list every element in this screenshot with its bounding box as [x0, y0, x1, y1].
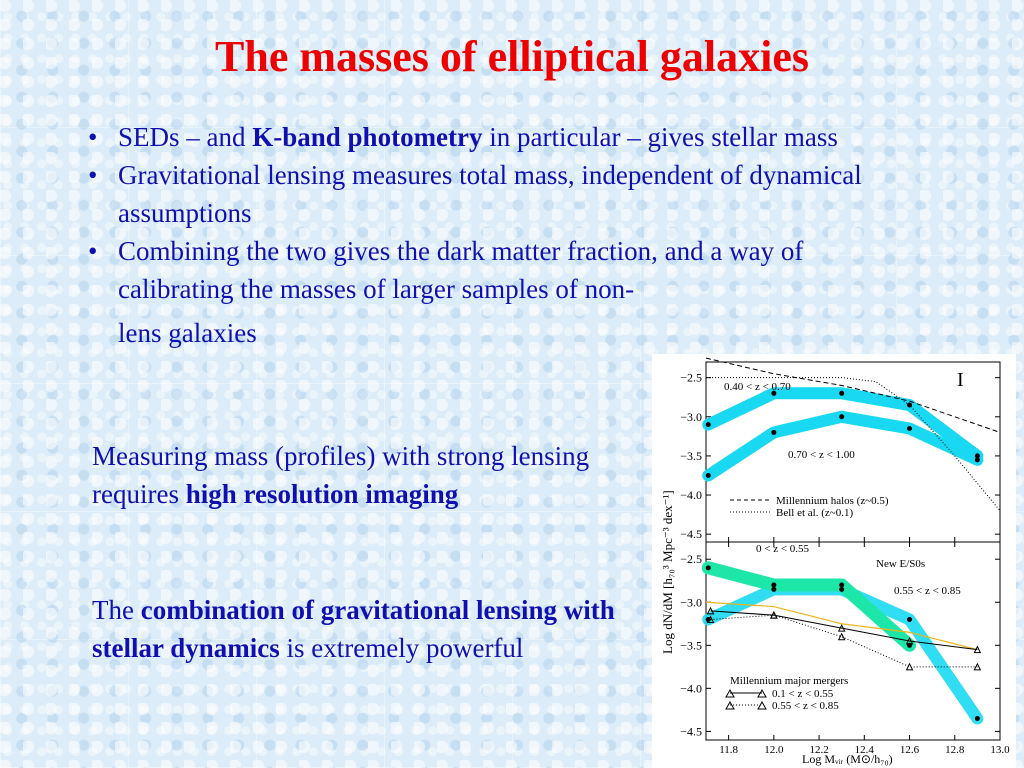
bottom-label-c: 0.55 < z < 0.85 — [894, 585, 961, 597]
triangle-point — [905, 662, 914, 671]
x-tick-label: 11.8 — [719, 744, 738, 756]
data-point — [839, 390, 845, 396]
x-tick-label: 12.8 — [945, 744, 965, 756]
data-point — [771, 429, 777, 435]
paragraph-bold-text: combination of gravitational lensing wit… — [92, 595, 615, 663]
triangle-point — [973, 645, 982, 654]
data-point — [705, 565, 711, 571]
paragraph-text: Measuring mass (profiles) with strong le… — [92, 441, 590, 509]
bullet-dot: • — [88, 236, 98, 266]
triangle-marker-icon — [725, 700, 767, 710]
y-tick-label: −4.0 — [680, 488, 702, 502]
bullet-text: in particular – gives stellar mass — [482, 122, 838, 152]
bullet-text: lens galaxies — [118, 318, 257, 348]
bullet-bold-text: K-band photometry — [252, 122, 483, 152]
bell-line — [706, 377, 1001, 512]
data-point — [907, 426, 913, 432]
paragraph-strong-lensing: Measuring mass (profiles) with strong le… — [92, 437, 652, 513]
triangle-point — [973, 662, 982, 671]
bullet-text: Gravitational lensing measures total mas… — [118, 160, 862, 228]
data-point — [907, 402, 913, 408]
triangle-point — [706, 606, 715, 615]
y-tick-label: −4.5 — [680, 724, 702, 738]
mass-function-figure: −2.5 −3.0 −3.5 −4.0 −4.5 −2.5 −3.0 −3.5 −4.0 −4.… — [652, 354, 1016, 768]
y-tick-label: −4.0 — [680, 681, 702, 695]
data-point — [839, 414, 845, 420]
series-lines — [705, 357, 1001, 668]
top-label-a: 0.40 < z < 0.70 — [724, 381, 791, 393]
data-point — [705, 472, 711, 478]
bottom-legend-2: 0.55 < z < 0.85 — [772, 700, 839, 712]
bullet-item: • SEDs – and K-band photometry in partic… — [88, 118, 918, 156]
bottom-legend-1: 0.1 < z < 0.55 — [772, 688, 834, 700]
x-axis-label: Log Mᵥᵢᵣ (M⊙/h₇₀) — [802, 752, 893, 766]
data-point — [771, 390, 777, 396]
bottom-panel-frame — [705, 541, 1001, 741]
series-points — [705, 390, 982, 721]
bullet-dot: • — [88, 160, 98, 190]
top-y-axis: −2.5 −3.0 −3.5 −4.0 −4.5 — [680, 371, 1000, 541]
slide-title: The masses of elliptical galaxies — [215, 32, 809, 81]
mass-function-chart: −2.5 −3.0 −3.5 −4.0 −4.5 −2.5 −3.0 −3.5 −4.0 −4.… — [660, 357, 1010, 766]
millennium-halos-line — [705, 357, 1001, 433]
y-tick-label: −2.5 — [680, 552, 702, 566]
y-tick-label: −3.0 — [680, 595, 702, 609]
paragraph-combination: The combination of gravitational lensing… — [92, 591, 632, 667]
triangle-point — [837, 632, 846, 641]
triangle-point — [770, 611, 778, 619]
bullet-list: • SEDs – and K-band photometry in partic… — [88, 118, 918, 352]
triangle-point — [706, 615, 715, 623]
y-tick-label: −3.0 — [680, 410, 702, 424]
top-label-b: 0.70 < z < 1.00 — [788, 449, 855, 461]
triangle-marker-icon — [725, 688, 767, 698]
mergers-high-z-line — [710, 614, 978, 668]
x-tick-label: 12.0 — [764, 744, 784, 756]
bullet-text: SEDs – and — [118, 122, 253, 152]
data-point — [771, 582, 777, 588]
error-bar-glyph: I — [957, 369, 964, 391]
paragraph-text: The — [92, 595, 141, 625]
series-bands — [701, 387, 984, 725]
y-tick-label: −4.5 — [680, 527, 702, 541]
triangle-point — [837, 623, 846, 632]
bullet-item: • Combining the two gives the dark matte… — [88, 232, 918, 352]
data-point — [974, 453, 980, 459]
bottom-label-b: New E/S0s — [876, 558, 925, 570]
x-axis: 11.8 12.0 12.2 12.4 12.6 12.8 13.0 — [719, 537, 1010, 756]
data-point — [974, 457, 980, 463]
x-tick-label: 12.2 — [809, 744, 828, 756]
data-point — [839, 586, 845, 592]
paragraph-bold-text: high resolution imaging — [185, 479, 459, 509]
x-tick-label: 13.0 — [990, 744, 1010, 756]
bullet-item: • Gravitational lensing measures total m… — [88, 156, 918, 232]
y-tick-label: −3.5 — [680, 638, 702, 652]
data-point — [839, 582, 845, 588]
paragraph-text: is extremely powerful — [279, 633, 524, 663]
bottom-legend-title: Millennium major mergers — [730, 675, 848, 687]
data-point — [771, 586, 777, 592]
x-tick-label: 12.4 — [855, 744, 875, 756]
data-point — [705, 422, 711, 428]
data-point — [907, 616, 913, 622]
y-tick-label: −2.5 — [680, 371, 702, 385]
yellow-line — [705, 601, 978, 651]
mergers-low-z-line — [710, 610, 978, 651]
y-tick-label: −3.5 — [680, 449, 702, 463]
band-series — [702, 583, 984, 725]
band-series — [701, 561, 917, 652]
bullet-text: Combining the two gives the dark matter … — [118, 236, 804, 304]
y-axis-label: Log dN/dM [h₇₀³ Mpc⁻³ dex⁻¹] — [660, 490, 675, 654]
bottom-y-axis: −2.5 −3.0 −3.5 −4.0 −4.5 — [680, 552, 1000, 738]
data-point — [974, 715, 980, 721]
x-tick-label: 12.6 — [900, 744, 920, 756]
bottom-label-a: 0 < z < 0.55 — [756, 543, 810, 555]
triangle-point — [905, 636, 914, 645]
top-legend-1: Millennium halos (z~0.5) — [776, 495, 889, 507]
bullet-dot: • — [88, 122, 98, 152]
top-legend-2: Bell et al. (z~0.1) — [776, 507, 853, 519]
